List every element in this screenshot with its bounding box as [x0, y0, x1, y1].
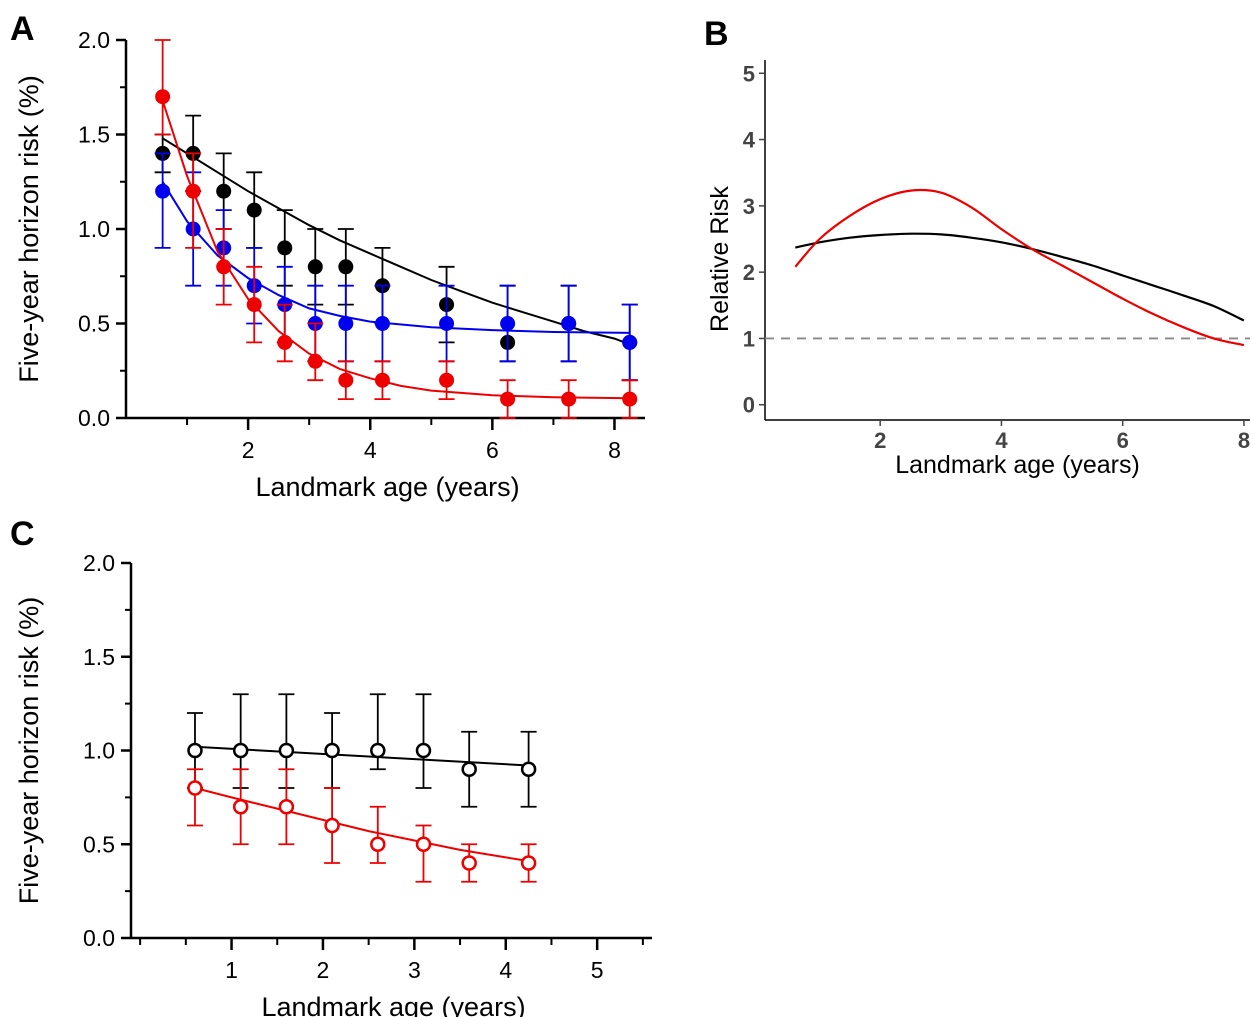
panel-b-x-tick-label: 6	[1117, 428, 1129, 453]
panel-c-data-point	[415, 742, 432, 759]
panel-b-letter: B	[704, 15, 729, 53]
panel-c-chart: 0.0 0.5 1.0 1.5 2.0 1 2 3 4 5 Landmark age (years)…	[14, 550, 652, 1017]
panel-a-x-tick-label: 2	[242, 437, 255, 463]
panel-a-data-point	[307, 353, 323, 369]
panel-a-data-point	[216, 259, 232, 275]
panel-c-data-point	[232, 799, 249, 815]
panel-a-y-axis-label: Five-year horizon risk (%)	[14, 75, 44, 383]
panel-c-y-axis-label: Five-year horizon risk (%)	[14, 597, 44, 905]
panel-c-x-tick-label: 2	[317, 957, 330, 983]
panel-b-y-tick-label: 0	[743, 393, 755, 418]
panel-c-data-point	[461, 761, 477, 777]
panel-b-x-tick-label: 2	[874, 428, 886, 453]
panel-c-x-tick-label: 1	[225, 957, 238, 983]
panel-a-data-point	[307, 259, 323, 275]
panel-b-chart: 0 1 2 3 4 5 2 4 6 8 Landmark age (years) Relative R…	[706, 60, 1250, 479]
panel-a-data-point	[155, 183, 171, 199]
panel-a-data-point	[246, 297, 262, 313]
panel-c-series-0	[186, 693, 537, 808]
panel-c-data-point	[370, 836, 386, 852]
panel-c-data-point	[187, 780, 203, 796]
panel-a-data-point	[246, 202, 262, 218]
panel-b-x-axis-label: Landmark age (years)	[895, 451, 1140, 479]
panel-c-y-tick-label: 1.5	[83, 644, 115, 670]
panel-c-data-point	[370, 742, 386, 759]
panel-a-data-point	[622, 391, 638, 407]
panel-c-data-point	[232, 742, 249, 759]
panel-a-data-point	[277, 240, 293, 256]
panel-a-data-point	[439, 316, 455, 331]
panel-a-y-tick-label: 2.0	[78, 27, 110, 53]
panel-a-fit-line-0	[162, 137, 631, 346]
panel-a-series-2	[154, 39, 638, 419]
panel-a-data-point	[216, 183, 232, 199]
panel-c-series-1	[186, 768, 537, 883]
panel-c-data-point	[324, 817, 340, 834]
panel-a-data-point	[561, 316, 577, 331]
panel-a-x-tick-label: 4	[364, 437, 377, 463]
panel-c-y-tick-label: 0.0	[83, 925, 115, 951]
panel-c-data-point	[461, 855, 477, 871]
panel-b-x-tick-label: 8	[1238, 428, 1250, 453]
panel-c-data-point	[324, 742, 340, 759]
panel-c-data-point	[415, 836, 432, 852]
panel-b-y-tick-label: 3	[743, 194, 755, 219]
panel-a-chart: 0.0 0.5 1.0 1.5 2.0 2 4 6 8 Landmark age (years) F…	[14, 27, 645, 502]
panel-a-data-point	[561, 391, 577, 407]
panel-a-data-point	[439, 372, 455, 388]
panel-c-x-tick-label: 5	[591, 957, 604, 983]
panel-a-letter: A	[10, 10, 35, 48]
panel-a-x-tick-label: 8	[608, 437, 621, 463]
panel-c-data-point	[520, 761, 537, 777]
panel-c-data-point	[278, 799, 295, 815]
panel-c-data-point	[520, 855, 537, 871]
panel-b-curve-1	[794, 188, 1245, 347]
panel-c-x-tick-label: 3	[408, 957, 421, 983]
panel-a-data-point	[374, 316, 390, 331]
panel-c-y-tick-label: 2.0	[83, 550, 115, 576]
panel-a-y-tick-label: 0.5	[78, 311, 110, 337]
panel-a-fit-line-2	[161, 100, 630, 400]
panel-c-x-tick-label: 4	[499, 957, 512, 983]
panel-b-curve-0	[795, 232, 1245, 322]
panel-c-y-tick-label: 1.0	[83, 738, 115, 764]
panel-a-y-tick-label: 0.0	[78, 405, 110, 431]
panel-c-data-point	[187, 742, 203, 759]
panel-a-y-tick-label: 1.5	[78, 122, 110, 148]
panel-a-data-point	[338, 259, 354, 275]
panel-a-data-point	[185, 183, 201, 199]
panel-b-y-tick-label: 2	[743, 260, 755, 285]
panel-c-letter: C	[10, 515, 35, 553]
panel-a-data-point	[500, 316, 516, 331]
panel-c-x-axis-label: Landmark age (years)	[261, 992, 525, 1017]
panel-c-y-tick-label: 0.5	[83, 831, 115, 857]
panel-a-data-point	[338, 316, 354, 331]
panel-b-y-axis-label: Relative Risk	[706, 186, 734, 332]
panel-b-y-tick-label: 5	[743, 61, 755, 86]
panel-c-fit-line-1	[194, 787, 529, 863]
panel-c-data-point	[278, 742, 295, 759]
panel-a-data-point	[338, 372, 354, 388]
panel-a-data-point	[374, 372, 390, 388]
panel-a-x-axis-label: Landmark age (years)	[255, 472, 519, 502]
panel-a-x-tick-label: 6	[486, 437, 499, 463]
panel-a-data-point	[622, 334, 638, 350]
panel-a-data-point	[500, 391, 516, 407]
panel-c-fit-line-0	[194, 745, 529, 767]
panel-a-data-point	[277, 334, 293, 350]
panel-a-data-point	[155, 89, 171, 105]
panel-a-y-tick-label: 1.0	[78, 216, 110, 242]
panel-b-x-tick-label: 4	[995, 428, 1008, 453]
panel-b-y-tick-label: 1	[743, 326, 755, 351]
panel-a-fit-line-1	[161, 181, 630, 334]
panel-b-y-tick-label: 4	[743, 128, 756, 153]
